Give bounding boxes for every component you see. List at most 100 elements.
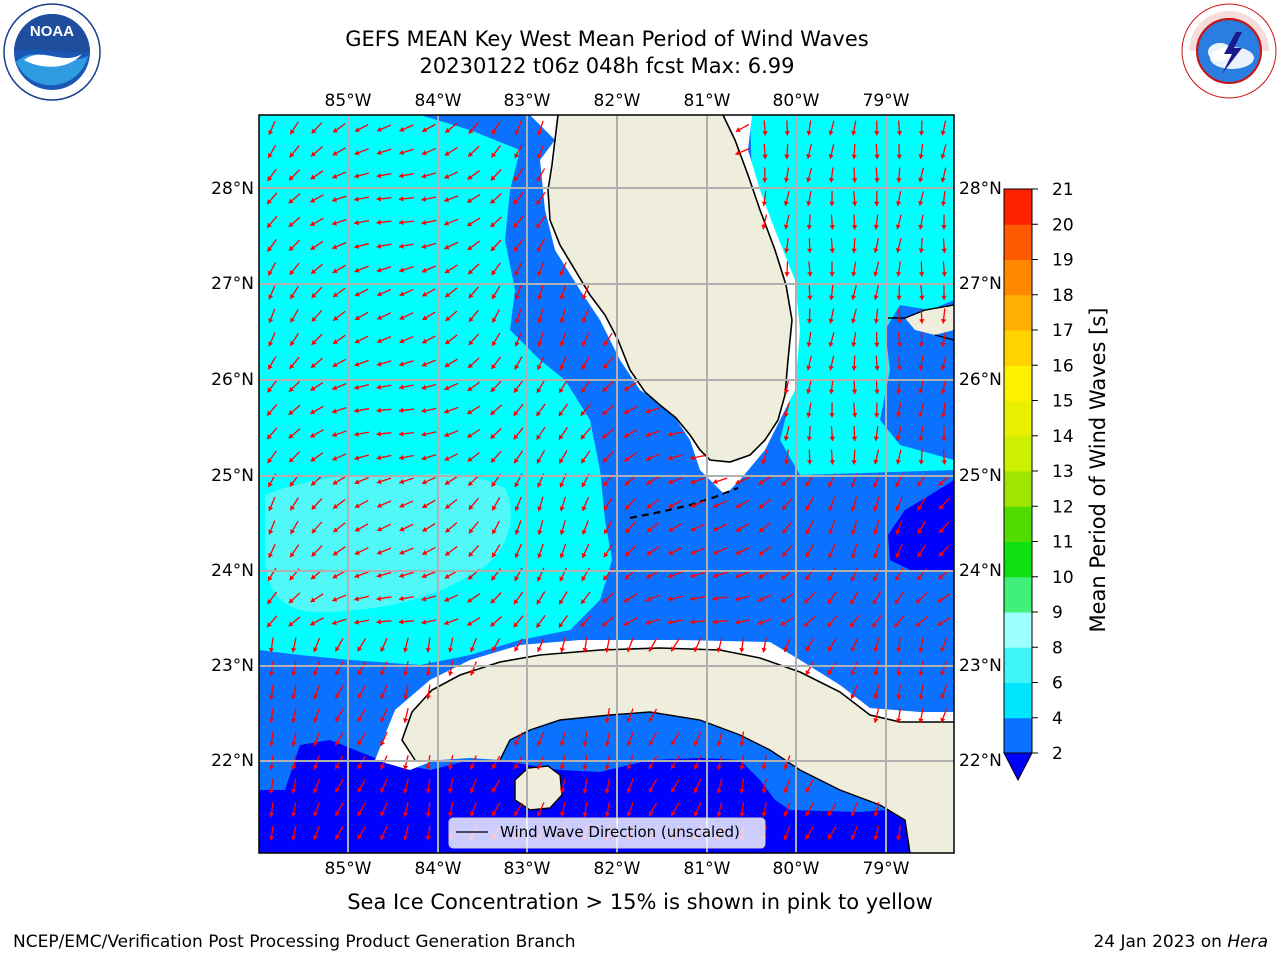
wind-arrow <box>399 335 414 344</box>
wind-arrow <box>580 380 591 393</box>
wind-arrow <box>896 637 902 653</box>
colorbar-segment <box>1004 612 1032 648</box>
wind-arrow <box>645 570 660 579</box>
wind-arrow <box>513 450 524 464</box>
wind-arrow <box>444 287 458 298</box>
wind-arrow <box>758 498 772 510</box>
wind-arrow <box>491 145 501 158</box>
wind-arrow <box>289 121 300 135</box>
wind-arrow <box>399 360 414 367</box>
wind-arrow <box>490 427 502 440</box>
wind-arrow <box>828 520 836 535</box>
wind-arrow <box>266 591 278 605</box>
colorbar-ticks: 2 4 6 8 9 10 11 12 13 14 15 16 17 18 19 20 21 <box>1032 180 1074 764</box>
wind-arrow <box>826 615 838 628</box>
colorbar-tick-label: 21 <box>1052 180 1074 200</box>
wind-arrow <box>398 219 414 226</box>
wind-arrow <box>558 426 569 441</box>
wind-arrow <box>444 264 458 274</box>
wind-arrow <box>421 196 437 202</box>
wind-arrow <box>536 238 546 253</box>
wind-arrow <box>334 661 344 676</box>
wind-arrow <box>376 454 392 461</box>
wind-arrow <box>739 637 745 653</box>
wind-arrow <box>829 425 835 442</box>
wind-arrow <box>422 311 436 321</box>
wind-arrow <box>806 402 812 418</box>
wind-arrow <box>445 310 458 322</box>
wind-arrow <box>828 284 835 301</box>
wind-arrow <box>536 426 546 441</box>
wind-arrow <box>873 637 880 653</box>
wind-arrow <box>806 191 812 206</box>
wind-arrow <box>582 637 588 653</box>
wind-arrow <box>354 148 369 156</box>
wind-arrow <box>399 288 414 297</box>
wind-arrow <box>376 243 392 249</box>
wind-arrow <box>313 637 321 653</box>
wind-arrow <box>354 123 369 133</box>
lon-label-bottom: 84°W <box>415 859 462 879</box>
wind-arrow <box>313 708 321 723</box>
wind-arrow <box>667 571 683 579</box>
wind-arrow <box>873 684 880 700</box>
wind-arrow <box>444 545 458 557</box>
wind-arrow <box>491 544 501 558</box>
wind-arrow <box>873 238 880 253</box>
wind-arrow <box>268 496 276 512</box>
colorbar-tick-label: 8 <box>1052 638 1063 658</box>
wind-arrow <box>940 167 947 183</box>
wind-arrow <box>268 684 275 700</box>
wind-arrow <box>783 778 791 794</box>
coastline-keys <box>629 486 739 520</box>
sea-dark-south-band <box>259 740 954 853</box>
wind-arrow <box>918 143 924 160</box>
wind-arrow <box>535 215 546 229</box>
wind-arrow <box>288 451 301 463</box>
wind-arrow <box>425 801 431 818</box>
wind-arrow <box>648 638 658 652</box>
wind-arrow <box>467 451 480 463</box>
wind-arrow <box>941 284 947 301</box>
colorbar-tick-label: 19 <box>1052 251 1074 271</box>
wind-arrow <box>623 429 638 438</box>
wind-arrow <box>582 731 588 747</box>
wind-arrow <box>380 637 388 653</box>
wind-arrow <box>873 214 880 230</box>
wind-arrow <box>289 497 299 511</box>
wind-arrow <box>670 802 680 817</box>
colorbar-tick-label: 17 <box>1052 321 1074 341</box>
lon-label-bottom: 79°W <box>863 859 910 879</box>
wind-arrow <box>919 261 925 277</box>
wind-arrow <box>309 429 324 438</box>
wind-arrow <box>784 120 790 136</box>
wind-arrow <box>916 544 927 558</box>
wind-arrow <box>873 261 880 277</box>
wind-arrow <box>421 499 436 509</box>
wind-arrow <box>762 167 768 183</box>
wind-arrow <box>491 262 501 276</box>
wind-arrow <box>626 708 634 723</box>
wind-arrow <box>288 592 301 604</box>
wind-arrow <box>331 594 347 602</box>
lon-label-top: 83°W <box>504 91 551 111</box>
wind-arrow <box>827 661 837 676</box>
wind-arrow <box>380 684 388 700</box>
lat-labels-right: 28°N 27°N 26°N 25°N 24°N 23°N 22°N <box>959 179 1002 771</box>
wind-arrow <box>331 618 347 626</box>
wind-arrow <box>940 308 947 324</box>
map-title: GEFS MEAN Key West Mean Period of Wind W… <box>345 27 869 51</box>
wind-arrow <box>918 167 925 183</box>
wind-arrow <box>895 496 903 512</box>
wind-arrow <box>915 592 928 604</box>
wind-arrow <box>310 357 323 369</box>
wind-arrow <box>828 120 835 136</box>
wind-arrow <box>937 475 951 486</box>
wind-arrow <box>645 406 661 414</box>
wind-arrow <box>803 616 816 627</box>
wind-arrow <box>850 637 859 653</box>
wind-arrow <box>398 454 414 461</box>
wind-arrow <box>288 428 301 439</box>
wind-arrow <box>311 545 323 557</box>
wind-arrow <box>376 523 392 532</box>
